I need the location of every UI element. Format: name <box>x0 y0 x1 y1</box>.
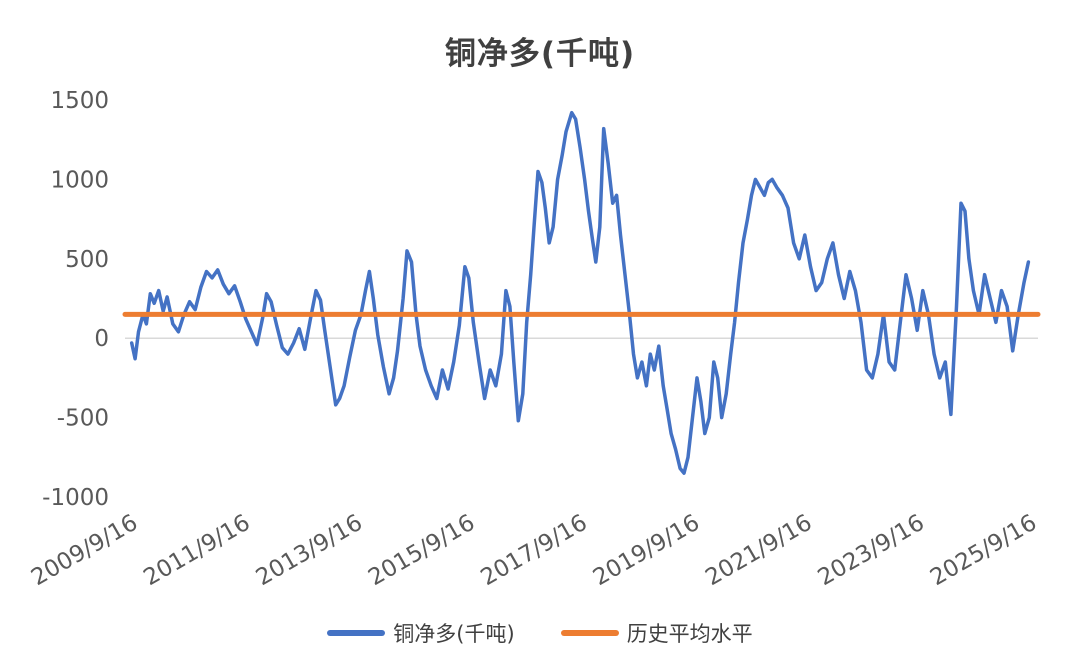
svg-text:-1000: -1000 <box>42 485 109 511</box>
series-line-swatch <box>327 630 386 636</box>
chart-title: 铜净多(千吨) <box>444 36 636 72</box>
svg-text:2013/9/16: 2013/9/16 <box>252 510 367 591</box>
svg-text:500: 500 <box>65 247 109 273</box>
series-legend-label: 铜净多(千吨) <box>393 622 515 646</box>
svg-text:2011/9/16: 2011/9/16 <box>139 510 254 591</box>
svg-text:2023/9/16: 2023/9/16 <box>814 510 929 591</box>
svg-text:2015/9/16: 2015/9/16 <box>364 510 479 591</box>
svg-text:2017/9/16: 2017/9/16 <box>477 510 592 591</box>
svg-text:-500: -500 <box>57 406 109 432</box>
average-line-swatch <box>560 630 619 636</box>
legend-item-average: 历史平均水平 <box>560 618 753 648</box>
legend-item-series: 铜净多(千吨) <box>327 618 515 648</box>
svg-text:2025/9/16: 2025/9/16 <box>926 510 1041 591</box>
svg-text:2009/9/16: 2009/9/16 <box>27 510 142 591</box>
svg-text:1000: 1000 <box>50 167 109 193</box>
svg-text:1500: 1500 <box>50 88 109 114</box>
average-legend-label: 历史平均水平 <box>626 622 753 646</box>
chart-legend: 铜净多(千吨) 历史平均水平 <box>0 618 1080 648</box>
svg-text:0: 0 <box>94 326 109 352</box>
svg-text:2019/9/16: 2019/9/16 <box>589 510 704 591</box>
svg-text:2021/9/16: 2021/9/16 <box>701 510 816 591</box>
